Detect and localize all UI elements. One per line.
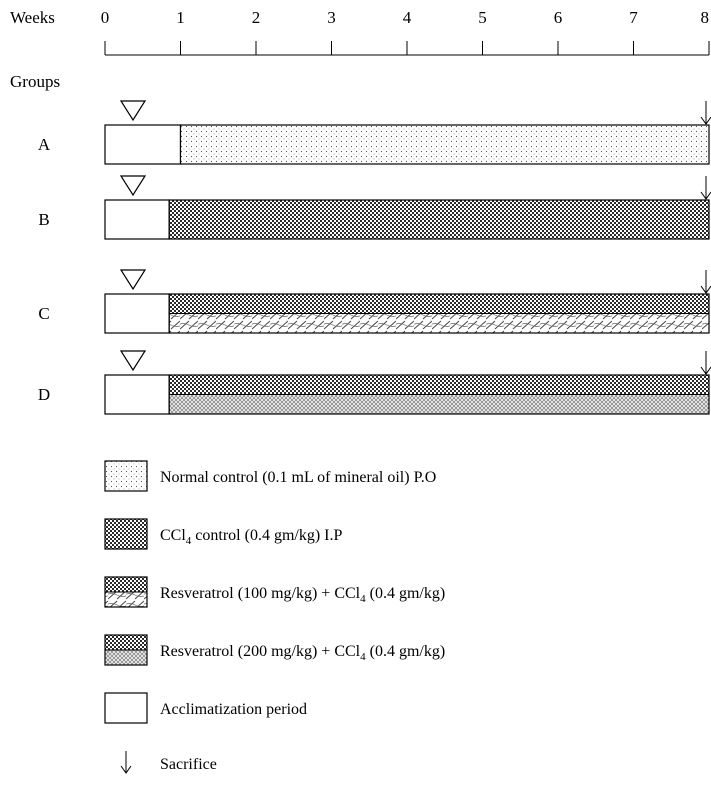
group-row-c: C [38,269,711,334]
acclimatization-segment [104,199,170,240]
legend-swatch-outline [104,518,148,550]
acclimatization-segment [104,293,170,334]
axis-tick-label: 3 [327,8,336,27]
groups-title: Groups [10,72,60,91]
treatment-bar-outline [179,124,710,165]
axis-tick-label: 2 [252,8,261,27]
legend-label: Acclimatization period [160,701,307,718]
group-label: A [38,135,51,154]
treatment-segment [168,293,710,314]
treatment-bar-outline [168,374,710,415]
legend-item-ccl4: CCl4 control (0.4 gm/kg) I.P [104,518,342,550]
start-triangle-icon [119,350,147,372]
group-bars: A B C D [38,100,711,415]
start-triangle-icon [119,269,147,291]
legend-swatch [104,576,148,593]
start-triangle-icon [119,175,147,197]
legend-swatch [104,518,148,550]
legend: Normal control (0.1 mL of mineral oil) P… [104,460,445,774]
legend-item-normal: Normal control (0.1 mL of mineral oil) P… [104,460,436,492]
legend-item-res100: Resveratrol (100 mg/kg) + CCl4 (0.4 gm/k… [104,576,445,608]
treatment-bar-outline [168,199,710,240]
sacrifice-arrowhead [700,366,711,375]
sacrifice-arrowhead [700,191,711,200]
group-label: C [38,304,49,323]
axis-tick-label: 0 [101,8,110,27]
group-label: B [38,210,49,229]
legend-swatch [104,460,148,492]
sacrifice-arrowhead [700,285,711,294]
treatment-segment [168,199,710,240]
legend-label: Resveratrol (100 mg/kg) + CCl4 (0.4 gm/k… [160,585,445,605]
week-axis: Weeks 0 1 2 3 4 5 6 7 8 Groups [10,8,710,91]
axis-title: Weeks [10,8,55,27]
legend-label: CCl4 control (0.4 gm/kg) I.P [160,527,342,547]
legend-item-acclim: Acclimatization period [104,692,307,724]
treatment-segment [168,313,710,334]
legend-item-sacrifice: Sacrifice [120,751,217,774]
group-label: D [38,385,50,404]
axis-tick-label: 5 [478,8,487,27]
legend-swatch-outline [104,460,148,492]
axis-tick-label: 8 [701,8,710,27]
legend-swatch [104,634,148,651]
treatment-segment [180,124,710,165]
axis-tick-label: 7 [629,8,638,27]
axis-tick-label: 1 [176,8,185,27]
group-row-d: D [38,350,711,415]
group-row-a: A [38,100,711,165]
sacrifice-arrowhead [700,116,711,125]
start-triangle-icon [119,100,147,122]
legend-item-res200: Resveratrol (200 mg/kg) + CCl4 (0.4 gm/k… [104,634,445,666]
acclimatization-segment [104,374,170,415]
treatment-segment [168,394,710,415]
treatment-segment [168,374,710,395]
sacrifice-arrowhead [120,765,132,774]
group-row-b: B [38,175,711,240]
legend-label: Normal control (0.1 mL of mineral oil) P… [160,469,436,486]
legend-label: Sacrifice [160,756,217,773]
legend-label: Resveratrol (200 mg/kg) + CCl4 (0.4 gm/k… [160,643,445,663]
treatment-bar-outline [168,293,710,334]
acclimatization-segment [104,124,182,165]
legend-swatch-outline [104,576,148,608]
axis-tick-label: 6 [554,8,563,27]
legend-swatch [104,692,148,724]
legend-swatch [104,649,148,666]
legend-swatch-outline [104,634,148,666]
legend-swatch [104,591,148,608]
axis-tick-label: 4 [403,8,412,27]
